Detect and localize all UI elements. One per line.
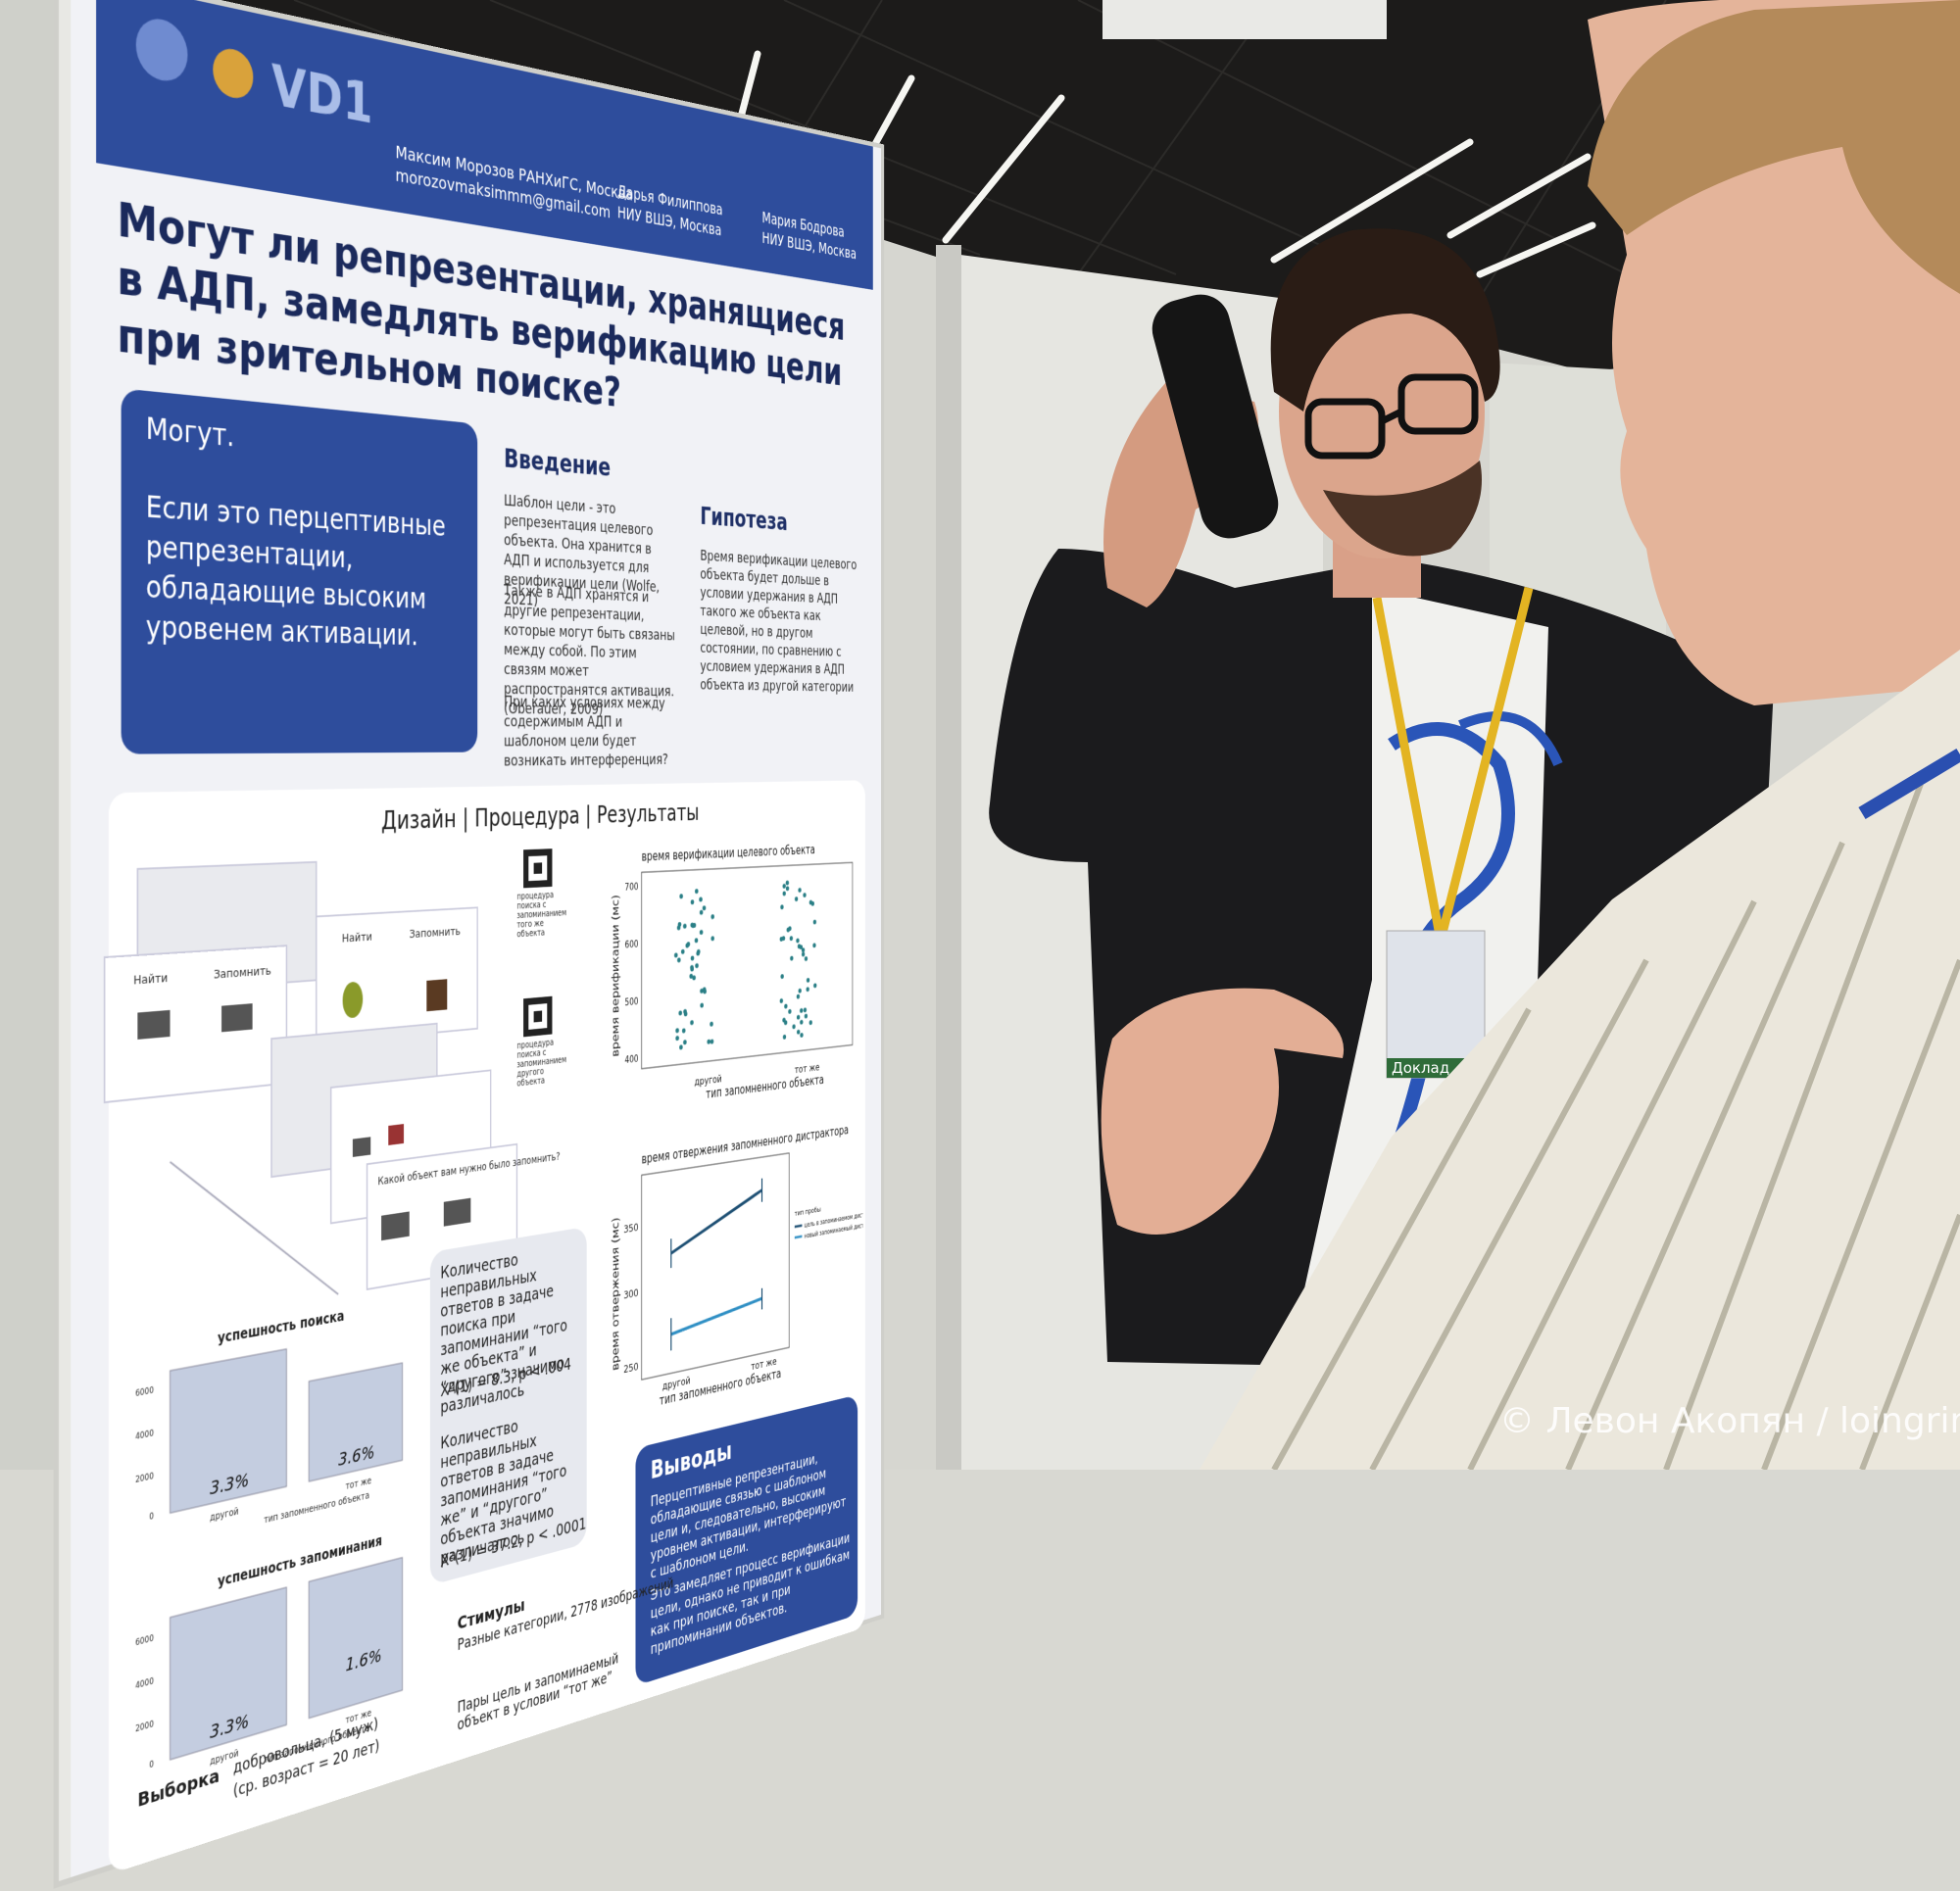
badge-text: Доклад bbox=[1392, 1059, 1449, 1077]
people: Доклад © Левон Акопян / loingrim bbox=[989, 0, 1960, 1470]
y-tick-label: 4000 bbox=[135, 1676, 154, 1692]
y-tick-label: 6000 bbox=[135, 1633, 154, 1648]
y-axis-label: время верификации (мс) bbox=[611, 895, 620, 1057]
x-axis-label: тип запомненного объекта bbox=[264, 1490, 369, 1526]
badge bbox=[1386, 930, 1486, 1079]
design-diagram: Найти Запомнить Найти Запомнить Какой об… bbox=[71, 849, 566, 1360]
y-tick-label: 2000 bbox=[135, 1720, 154, 1735]
y-tick-label: 350 bbox=[623, 1221, 638, 1236]
design-label: Найти bbox=[342, 930, 372, 945]
watermark: © Левон Акопян / loingrim bbox=[1499, 1401, 1960, 1441]
design-label: Найти bbox=[133, 971, 168, 988]
ac-unit bbox=[1102, 0, 1387, 39]
x-tick-label: другой bbox=[210, 1506, 238, 1524]
y-tick-label: 250 bbox=[623, 1360, 638, 1376]
y-tick-label: 6000 bbox=[135, 1385, 154, 1399]
y-axis-label: время отвержения (мс) bbox=[611, 1217, 620, 1372]
y-tick-label: 500 bbox=[625, 994, 639, 1008]
y-tick-label: 2000 bbox=[135, 1472, 154, 1485]
design-label: Запомнить bbox=[214, 963, 271, 981]
x-tick-label: тот же bbox=[751, 1355, 776, 1373]
logos: VD1 bbox=[135, 14, 372, 136]
x-tick-label: тот же bbox=[795, 1061, 820, 1076]
design-label: Запомнить bbox=[410, 925, 461, 941]
y-tick-label: 0 bbox=[149, 1512, 154, 1523]
bar bbox=[309, 1558, 402, 1719]
left-panel bbox=[0, 0, 59, 1470]
visitor bbox=[1101, 0, 1960, 1470]
stand-post bbox=[936, 245, 961, 1470]
y-tick-label: 700 bbox=[625, 880, 639, 893]
y-tick-label: 0 bbox=[149, 1760, 154, 1771]
x-tick-label: другой bbox=[695, 1073, 722, 1088]
x-tick-label: тот же bbox=[346, 1476, 372, 1492]
y-tick-label: 600 bbox=[625, 938, 639, 950]
y-tick-label: 4000 bbox=[135, 1429, 154, 1442]
y-tick-label: 300 bbox=[623, 1286, 638, 1301]
y-tick-label: 400 bbox=[625, 1052, 639, 1066]
